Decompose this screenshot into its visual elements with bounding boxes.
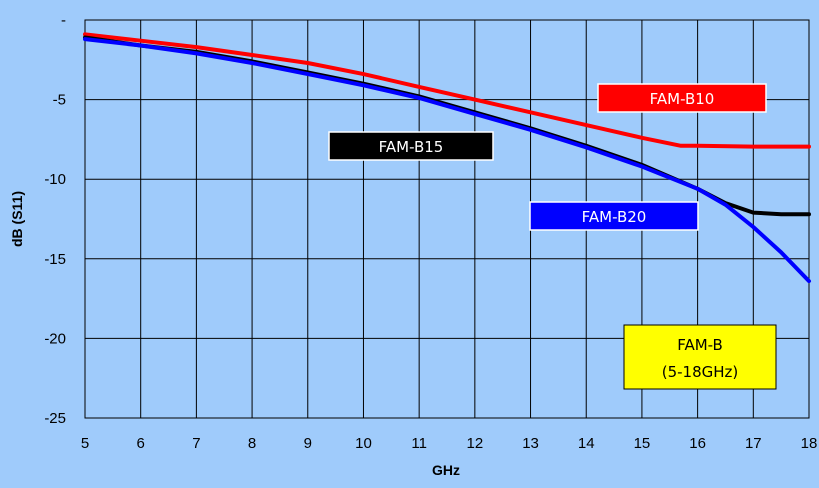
x-tick-label: 5 — [81, 435, 89, 452]
y-tick-label: -15 — [44, 251, 66, 268]
y-tick-label: -10 — [44, 171, 66, 188]
y-tick-label: -20 — [44, 330, 66, 347]
x-tick-label: 9 — [304, 435, 312, 452]
x-tick-label: 7 — [192, 435, 200, 452]
series-line-fam-b20 — [83, 37, 811, 284]
legend-box-fam-b20: FAM-B20 — [529, 201, 699, 231]
annotation-line-2: (5-18GHz) — [662, 363, 739, 381]
series-line-fam-b10 — [83, 32, 811, 149]
series-group — [83, 32, 811, 284]
annotation-fam-b-bg — [623, 324, 777, 390]
x-tick-label: 8 — [248, 435, 256, 452]
x-tick-label: 12 — [467, 435, 484, 452]
annotation-line-1: FAM-B — [677, 336, 723, 354]
legend-box-fam-b15-bg — [328, 131, 494, 161]
x-tick-label: 14 — [578, 435, 595, 452]
legend-box-fam-b20-bg — [529, 201, 699, 231]
x-tick-label: 6 — [137, 435, 145, 452]
legend-label-fam-b10: FAM-B10 — [650, 90, 715, 108]
x-tick-label: 15 — [634, 435, 651, 452]
legend-label-fam-b20: FAM-B20 — [582, 208, 647, 226]
legend-label-fam-b15: FAM-B15 — [379, 138, 444, 156]
plot-area-border — [84, 19, 810, 419]
x-tick-label: 16 — [689, 435, 706, 452]
x-tick-label: 13 — [522, 435, 539, 452]
y-tick-label: - — [61, 12, 66, 29]
y-axis-title: dB (S11) — [9, 191, 25, 247]
x-tick-label: 17 — [745, 435, 762, 452]
y-tick-label: -25 — [44, 410, 66, 427]
x-axis-title: GHz — [432, 462, 460, 478]
x-tick-label: 11 — [411, 435, 427, 452]
legend-box-fam-b10-bg — [597, 83, 767, 113]
legend-box-fam-b15: FAM-B15 — [328, 131, 494, 161]
y-tick-label: -5 — [53, 92, 66, 109]
x-tick-label: 18 — [801, 435, 818, 452]
annotation-fam-b-box: FAM-B (5-18GHz) — [623, 324, 777, 390]
legend-box-fam-b10: FAM-B10 — [597, 83, 767, 113]
x-tick-label: 10 — [355, 435, 372, 452]
tick-labels: 5 6 7 8 9 10 11 12 13 14 15 16 17 18 - -5 -10 -15 -20 -25 — [44, 12, 817, 452]
